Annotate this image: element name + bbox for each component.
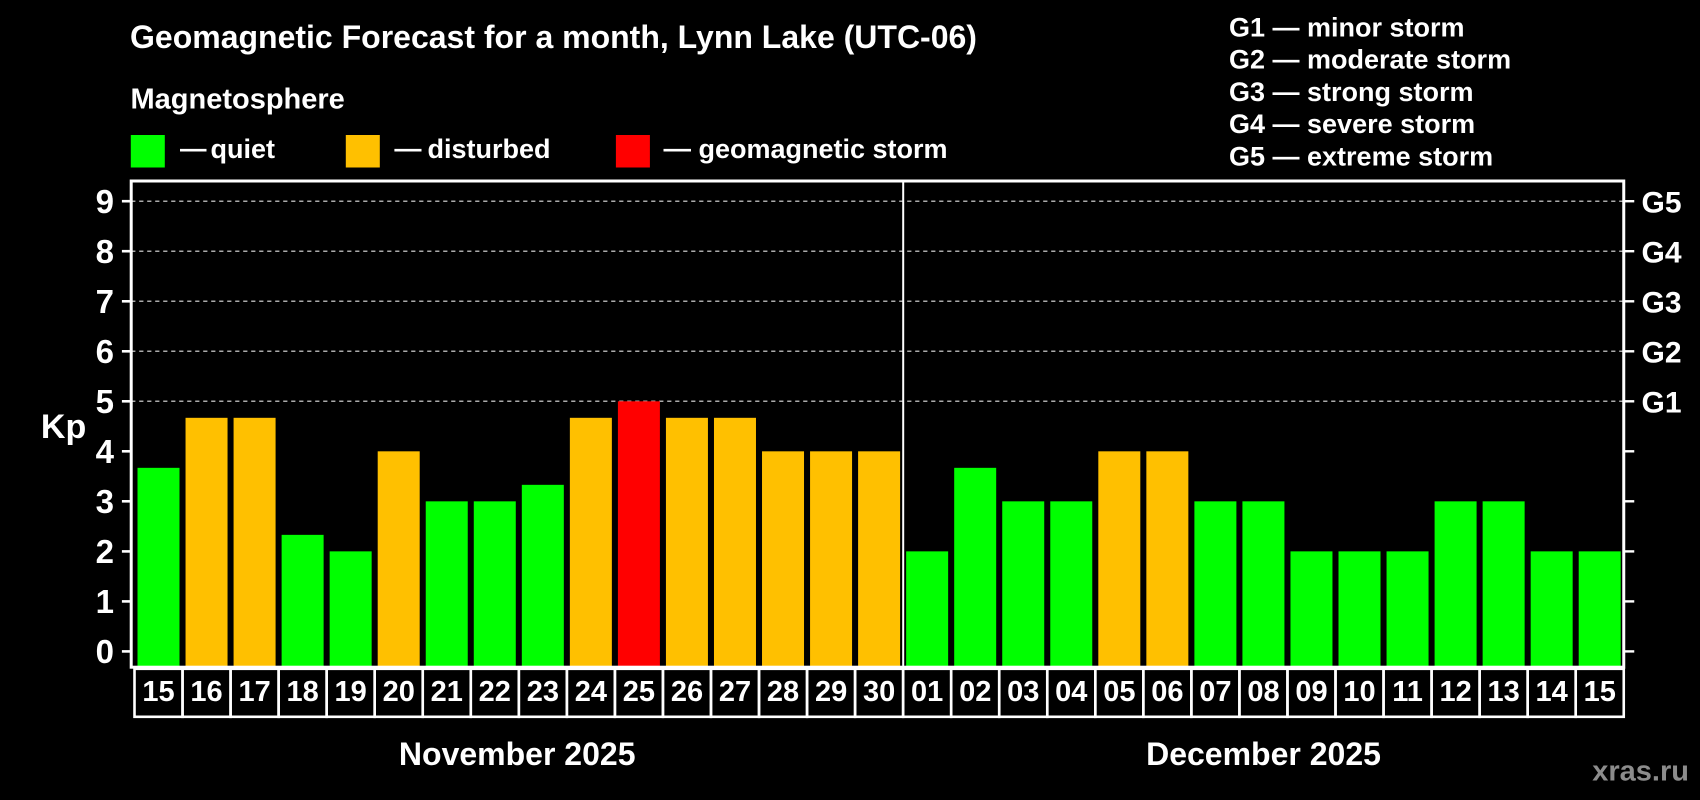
svg-text:25: 25 xyxy=(623,676,655,708)
svg-text:December 2025: December 2025 xyxy=(1146,736,1381,772)
svg-text:13: 13 xyxy=(1488,676,1520,708)
svg-text:11: 11 xyxy=(1392,676,1423,708)
svg-text:14: 14 xyxy=(1536,676,1568,708)
svg-text:G2 — moderate storm: G2 — moderate storm xyxy=(1229,45,1511,75)
svg-text:Geomagnetic Forecast for a mon: Geomagnetic Forecast for a month, Lynn L… xyxy=(130,19,977,55)
svg-text:xras.ru: xras.ru xyxy=(1592,755,1689,787)
svg-text:G1: G1 xyxy=(1642,387,1682,420)
svg-text:21: 21 xyxy=(431,676,463,708)
svg-text:23: 23 xyxy=(527,676,559,708)
svg-text:01: 01 xyxy=(911,676,943,708)
svg-text:15: 15 xyxy=(1584,676,1616,708)
svg-text:27: 27 xyxy=(719,676,751,708)
svg-text:G4 — severe storm: G4 — severe storm xyxy=(1229,109,1475,139)
svg-text:G1 — minor storm: G1 — minor storm xyxy=(1229,13,1465,43)
svg-text:G3 — strong storm: G3 — strong storm xyxy=(1229,77,1474,107)
svg-text:22: 22 xyxy=(479,676,511,708)
svg-text:07: 07 xyxy=(1199,676,1231,708)
svg-text:1: 1 xyxy=(96,583,114,620)
svg-text:06: 06 xyxy=(1151,676,1183,708)
svg-text:09: 09 xyxy=(1295,676,1327,708)
svg-text:quiet: quiet xyxy=(211,134,276,164)
svg-text:26: 26 xyxy=(671,676,703,708)
svg-text:7: 7 xyxy=(96,283,114,320)
svg-text:Kp: Kp xyxy=(41,408,86,446)
svg-text:disturbed: disturbed xyxy=(428,134,551,164)
svg-text:04: 04 xyxy=(1055,676,1087,708)
svg-text:geomagnetic storm: geomagnetic storm xyxy=(699,134,948,164)
svg-text:20: 20 xyxy=(383,676,415,708)
svg-text:8: 8 xyxy=(96,233,114,270)
svg-text:9: 9 xyxy=(96,183,114,220)
svg-text:3: 3 xyxy=(96,483,114,520)
svg-text:30: 30 xyxy=(863,676,895,708)
svg-text:24: 24 xyxy=(575,676,607,708)
svg-text:G5 — extreme storm: G5 — extreme storm xyxy=(1229,141,1493,171)
svg-text:November 2025: November 2025 xyxy=(399,736,636,772)
svg-text:29: 29 xyxy=(815,676,847,708)
svg-text:G4: G4 xyxy=(1642,236,1682,269)
svg-text:G5: G5 xyxy=(1642,186,1682,219)
svg-text:G2: G2 xyxy=(1642,337,1682,370)
svg-text:16: 16 xyxy=(190,676,222,708)
svg-text:17: 17 xyxy=(238,676,270,708)
svg-text:Magnetosphere: Magnetosphere xyxy=(131,84,345,116)
svg-text:G3: G3 xyxy=(1642,287,1682,320)
svg-text:5: 5 xyxy=(96,383,114,420)
svg-text:08: 08 xyxy=(1247,676,1279,708)
svg-text:4: 4 xyxy=(96,433,115,470)
svg-text:10: 10 xyxy=(1343,676,1375,708)
svg-text:03: 03 xyxy=(1007,676,1039,708)
svg-text:15: 15 xyxy=(142,676,174,708)
svg-text:02: 02 xyxy=(959,676,991,708)
svg-text:18: 18 xyxy=(287,676,319,708)
svg-text:12: 12 xyxy=(1439,676,1471,708)
svg-text:0: 0 xyxy=(96,633,114,670)
svg-text:05: 05 xyxy=(1103,676,1135,708)
svg-text:28: 28 xyxy=(767,676,799,708)
svg-text:6: 6 xyxy=(96,333,114,370)
svg-text:19: 19 xyxy=(335,676,367,708)
svg-text:2: 2 xyxy=(96,533,114,570)
